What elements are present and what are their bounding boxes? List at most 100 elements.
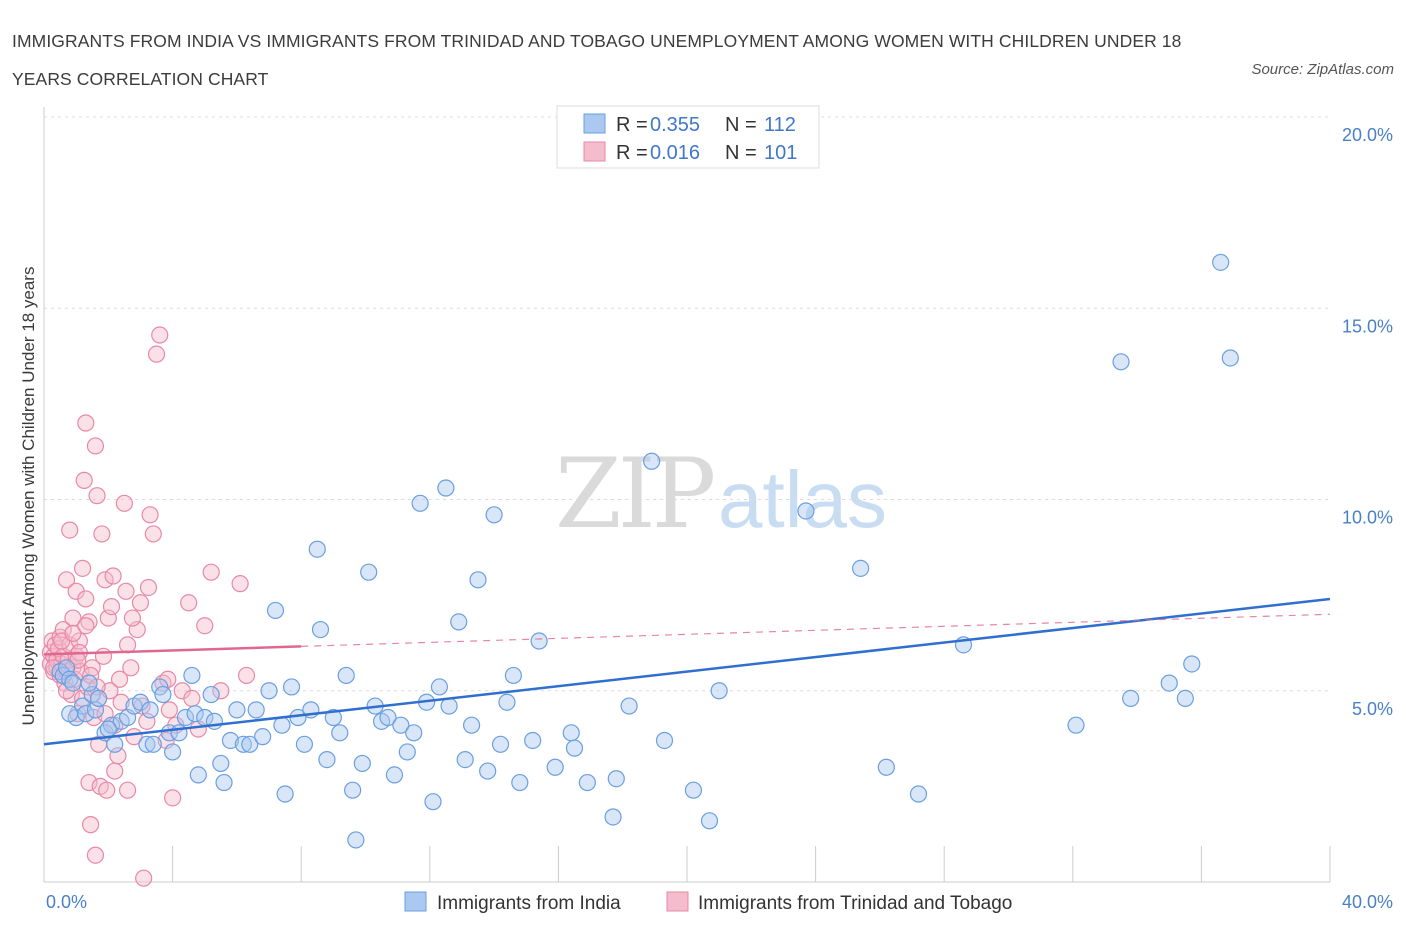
data-point-tt [104, 567, 122, 585]
trend-line-tt [43, 645, 302, 656]
data-point-tt [75, 471, 93, 489]
data-point-tt [164, 789, 182, 807]
data-point-india [524, 731, 542, 750]
data-point-tt [147, 345, 166, 363]
data-point-tt [64, 609, 82, 627]
data-point-tt [118, 781, 137, 799]
legend-swatch-tt [583, 141, 606, 162]
data-point-india [254, 728, 272, 746]
legend-r-label: R = [616, 114, 648, 136]
data-point-india [276, 785, 294, 803]
bottom-legend: Immigrants from India Immigrants from Tr… [404, 891, 1012, 914]
data-point-india [273, 716, 291, 734]
data-point-tt [180, 594, 198, 612]
data-point-tt [94, 647, 113, 665]
data-point-india [405, 724, 423, 742]
data-point-tt [82, 816, 100, 834]
data-point-tt [80, 773, 98, 792]
data-point-india [392, 716, 410, 734]
data-point-india [141, 701, 159, 719]
data-point-india [144, 735, 162, 753]
data-point-tt [106, 762, 124, 780]
data-point-india [469, 571, 487, 589]
y-axis-title: Unemployment Among Women with Children U… [19, 267, 38, 726]
data-point-india [347, 831, 365, 849]
data-point-tt [183, 689, 201, 708]
y-tick-label: 5.0% [1352, 699, 1393, 719]
data-point-tt [212, 682, 230, 700]
grid-lines [44, 116, 1330, 692]
data-point-india [491, 735, 510, 753]
data-point-india [318, 750, 336, 769]
legend: R = 0.355 N = 112 R = 0.016 N = 101 [556, 105, 820, 169]
data-point-india [456, 750, 474, 769]
data-point-tt [98, 781, 116, 799]
data-point-india [360, 563, 378, 581]
data-point-tt [115, 494, 133, 512]
data-point-india [138, 735, 156, 753]
data-point-india [437, 479, 455, 497]
legend-r-label: R = [616, 142, 648, 164]
data-point-india [295, 735, 314, 753]
data-point-india [260, 682, 278, 700]
data-point-india [684, 781, 703, 799]
data-point-tt [196, 617, 214, 635]
data-point-india [266, 601, 285, 620]
legend-r-value: 0.355 [650, 114, 700, 136]
data-point-india [398, 743, 416, 761]
y-tick-label: 10.0% [1342, 508, 1393, 528]
bottom-legend-swatch-tt [666, 891, 689, 912]
data-point-india [308, 540, 326, 558]
data-point-tt [88, 487, 106, 505]
data-point-india [221, 731, 240, 750]
data-point-tt [77, 590, 95, 608]
data-point-tt [139, 578, 158, 597]
data-point-india [643, 452, 661, 470]
data-point-india [164, 743, 182, 761]
data-point-india [604, 808, 622, 826]
data-point-india [450, 613, 468, 631]
data-point-india [1122, 689, 1140, 708]
data-point-india [620, 697, 638, 715]
data-point-india [202, 685, 220, 704]
data-point-tt [123, 609, 142, 627]
data-point-india [607, 770, 625, 788]
data-point-tt [77, 617, 95, 635]
x-tick-label: 0.0% [46, 892, 87, 912]
series-tt-points [41, 326, 256, 887]
data-point-tt [160, 701, 178, 719]
data-point-india [530, 632, 548, 650]
data-point-india [504, 666, 522, 685]
x-tick-label: 40.0% [1342, 892, 1393, 912]
data-point-tt [57, 571, 76, 589]
axes [43, 107, 1331, 883]
data-point-india [700, 812, 719, 830]
data-point-india [511, 773, 529, 792]
data-point-india [710, 682, 728, 700]
data-point-tt [231, 575, 249, 593]
data-point-tt [151, 326, 169, 344]
data-point-india [228, 701, 246, 719]
data-point-tt [135, 869, 153, 887]
data-point-india [247, 701, 265, 719]
data-point-tt [77, 414, 95, 432]
watermark-zip: ZIP [555, 438, 714, 550]
legend-n-label: N = [725, 142, 757, 164]
data-point-tt [117, 582, 135, 600]
data-point-tt [86, 846, 105, 864]
data-point-india [385, 766, 404, 784]
chart-title: IMMIGRANTS FROM INDIA VS IMMIGRANTS FROM… [12, 31, 1182, 89]
data-point-tt [141, 506, 159, 524]
tick-labels: 5.0% 10.0% 15.0% 20.0% 0.0% 40.0% [46, 125, 1393, 912]
data-point-india [189, 766, 207, 784]
trend-line-india [43, 597, 1331, 746]
data-point-india [877, 758, 895, 776]
data-point-tt [64, 624, 82, 642]
data-point-tt [112, 693, 130, 711]
legend-n-value: 112 [764, 114, 796, 136]
watermark: ZIP atlas [555, 438, 887, 550]
y-tick-label: 20.0% [1342, 125, 1393, 145]
data-point-india [565, 739, 584, 757]
chart-source: Source: ZipAtlas.com [1251, 61, 1394, 78]
